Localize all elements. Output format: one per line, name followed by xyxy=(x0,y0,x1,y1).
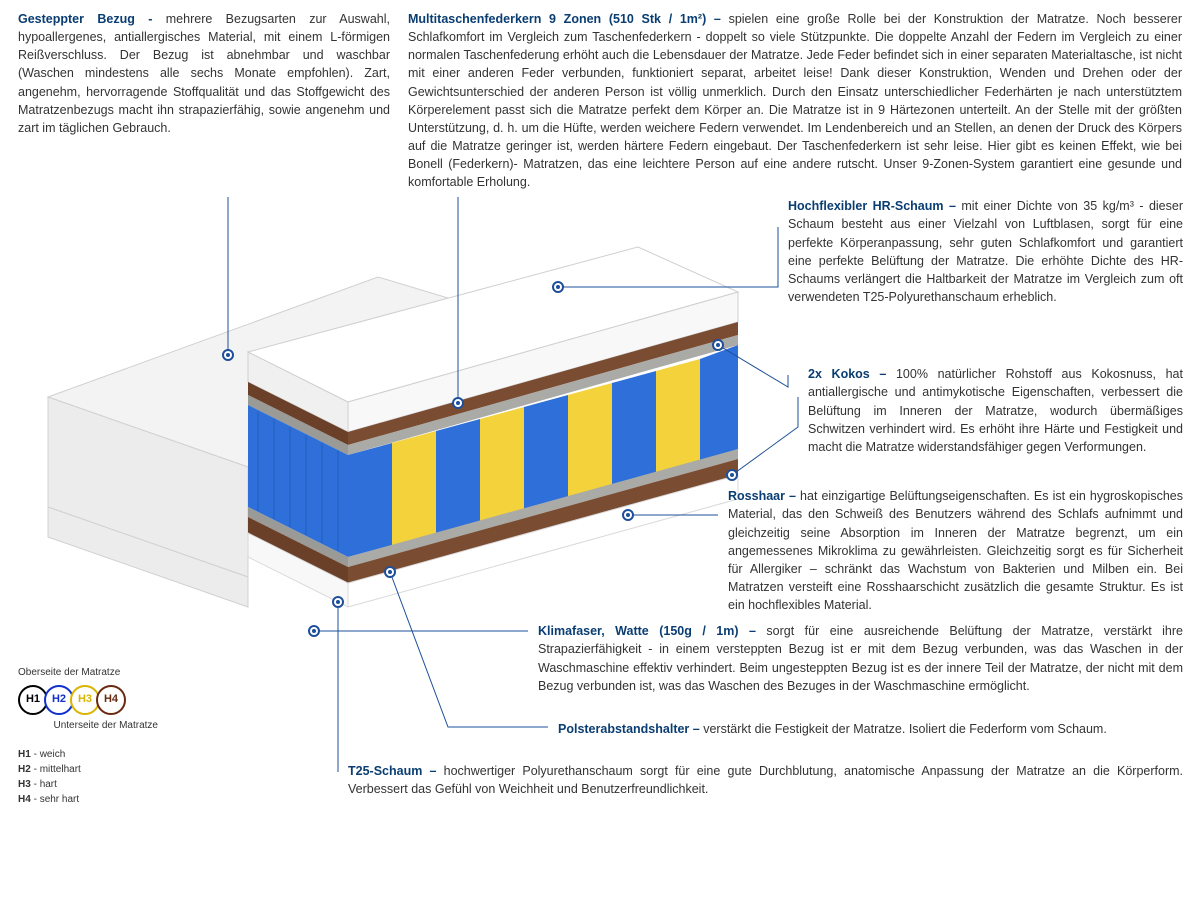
polster-body: verstärkt die Festigkeit der Matratze. I… xyxy=(703,722,1107,736)
hardness-list: H1 - weich H2 - mittelhart H3 - hart H4 … xyxy=(18,747,158,807)
t25-body: hochwertiger Polyurethanschaum sorgt für… xyxy=(348,764,1183,796)
springs-title: Multitaschenfederkern 9 Zonen (510 Stk /… xyxy=(408,12,721,26)
hr-foam-callout: Hochflexibler HR-Schaum – mit einer Dich… xyxy=(788,197,1183,306)
hardness-h4-icon: H4 xyxy=(96,685,126,715)
polster-title: Polsterabstandshalter – xyxy=(558,722,700,736)
hr-foam-body: mit einer Dichte von 35 kg/m³ - dieser S… xyxy=(788,199,1183,304)
polster-callout: Polsterabstandshalter – verstärkt die Fe… xyxy=(558,720,1183,738)
kokos-title: 2x Kokos – xyxy=(808,367,886,381)
t25-callout: T25-Schaum – hochwertiger Polyurethansch… xyxy=(348,762,1183,798)
cover-title: Gesteppter Bezug - xyxy=(18,12,152,26)
cover-description: Gesteppter Bezug - mehrere Bezugsarten z… xyxy=(18,10,390,191)
cover-body: mehrere Bezugsarten zur Auswahl, hypoall… xyxy=(18,12,390,135)
klimafaser-callout: Klimafaser, Watte (150g / 1m) – sorgt fü… xyxy=(538,622,1183,695)
hr-foam-title: Hochflexibler HR-Schaum – xyxy=(788,199,956,213)
hardness-bottom-label: Unterseite der Matratze xyxy=(18,719,158,734)
rosshaar-title: Rosshaar – xyxy=(728,489,796,503)
t25-title: T25-Schaum – xyxy=(348,764,436,778)
diagram-area: Hochflexibler HR-Schaum – mit einer Dich… xyxy=(18,197,1182,817)
klimafaser-title: Klimafaser, Watte (150g / 1m) – xyxy=(538,624,756,638)
rosshaar-body: hat einzigartige Belüftungseigenschaften… xyxy=(728,489,1183,612)
rosshaar-callout: Rosshaar – hat einzigartige Belüftungsei… xyxy=(728,487,1183,614)
hardness-top-label: Oberseite der Matratze xyxy=(18,666,158,681)
springs-description: Multitaschenfederkern 9 Zonen (510 Stk /… xyxy=(408,10,1182,191)
springs-body: spielen eine große Rolle bei der Konstru… xyxy=(408,12,1182,189)
top-descriptions: Gesteppter Bezug - mehrere Bezugsarten z… xyxy=(18,10,1182,191)
hardness-circles: H1 H2 H3 H4 xyxy=(18,685,158,715)
kokos-callout: 2x Kokos – 100% natürlicher Rohstoff aus… xyxy=(808,365,1183,456)
hardness-legend: Oberseite der Matratze H1 H2 H3 H4 Unter… xyxy=(18,666,158,807)
